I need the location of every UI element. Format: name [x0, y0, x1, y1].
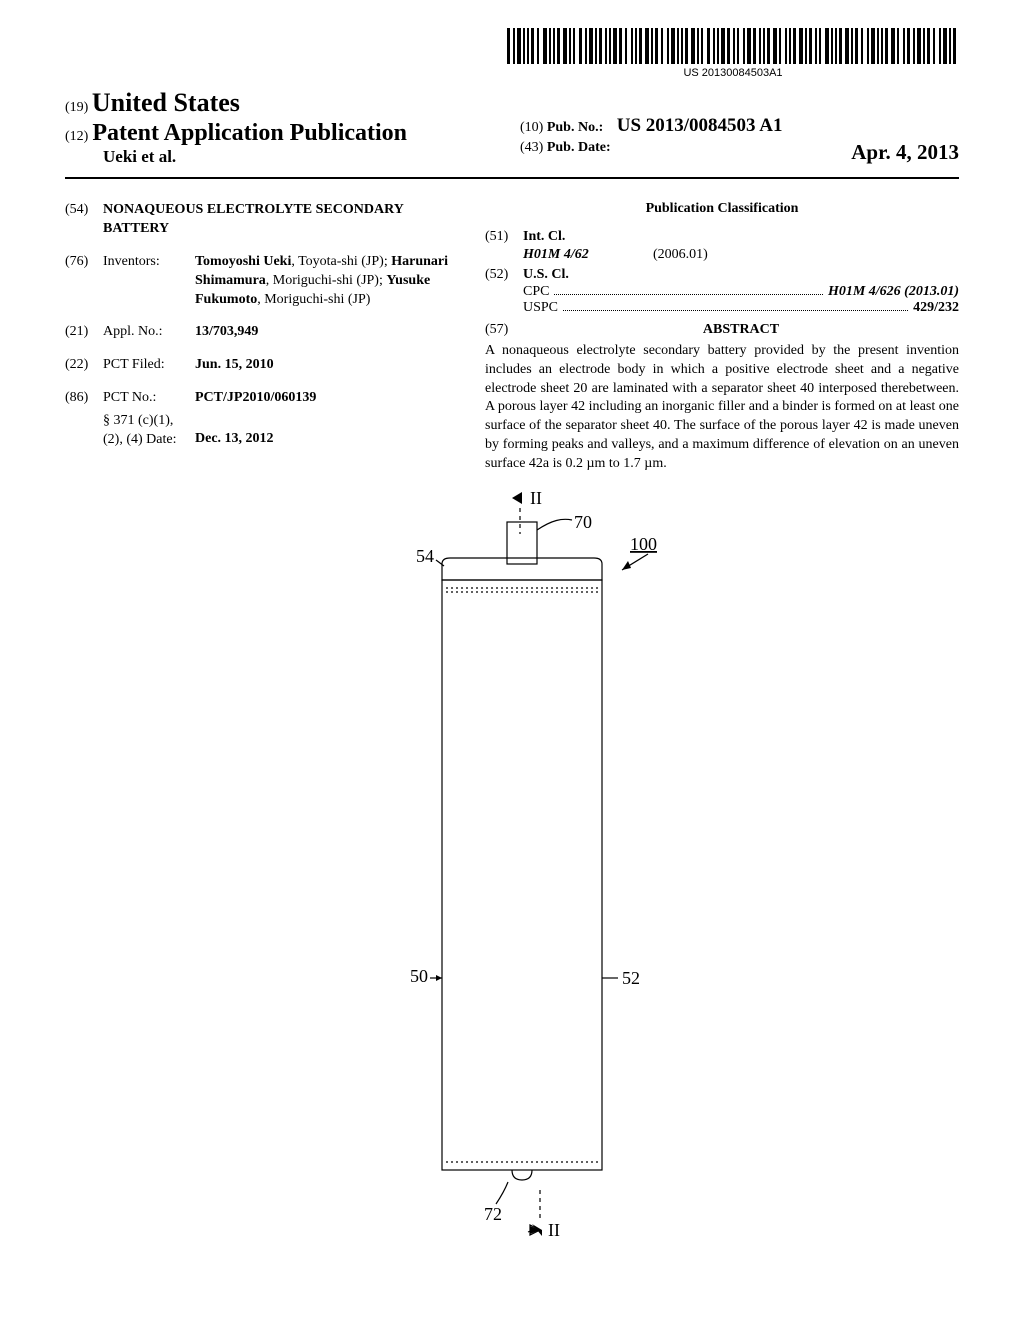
intcl-label: Int. Cl. [523, 227, 565, 247]
s371-value: Dec. 13, 2012 [195, 412, 465, 450]
ref-50: 50 [410, 966, 428, 986]
pct-value: PCT/JP2010/060139 [195, 389, 465, 408]
intcl-code: (51) [485, 227, 523, 247]
cpc-label: CPC [523, 284, 549, 300]
barcode-block: US 20130084503A1 [507, 28, 959, 79]
bibliographic-data: (54) NONAQUEOUS ELECTROLYTE SECONDARY BA… [65, 201, 959, 474]
uspc-line: USPC 429/232 [485, 300, 959, 316]
inventor-1: Tomoyoshi Ueki [195, 254, 291, 269]
ref-100: 100 [630, 534, 657, 554]
biblio-left-column: (54) NONAQUEOUS ELECTROLYTE SECONDARY BA… [65, 201, 465, 474]
appl-code: (21) [65, 323, 103, 342]
title-text: NONAQUEOUS ELECTROLYTE SECONDARY BATTERY [103, 201, 465, 239]
uscl-row: (52) U.S. Cl. [485, 265, 959, 285]
header-right: (10) Pub. No.: US 2013/0084503 A1 (43) P… [520, 115, 959, 165]
barcode-text: US 20130084503A1 [507, 67, 959, 79]
classification-heading: Publication Classification [485, 201, 959, 217]
barcode [507, 28, 959, 64]
intcl-symbol: H01M 4/62 [523, 247, 653, 263]
intcl-date: (2006.01) [653, 247, 708, 263]
ref-52: 52 [622, 968, 640, 988]
inventors-label: Inventors: [103, 253, 195, 310]
filed-label: PCT Filed: [103, 356, 195, 375]
country-code: (19) [65, 100, 88, 115]
pct-code: (86) [65, 389, 103, 408]
pub-date-value: Apr. 4, 2013 [851, 140, 959, 165]
pub-date-code: (43) [520, 140, 543, 155]
intcl-item: H01M 4/62 (2006.01) [485, 247, 959, 263]
pub-no-code: (10) [520, 120, 543, 135]
inventors-content: Tomoyoshi Ueki, Toyota-shi (JP); Harunar… [195, 253, 465, 310]
ref-II-top: II [530, 488, 542, 508]
ref-70: 70 [574, 512, 592, 532]
field-title: (54) NONAQUEOUS ELECTROLYTE SECONDARY BA… [65, 201, 465, 239]
ref-72: 72 [484, 1204, 502, 1224]
pub-date-label: Pub. Date: [547, 140, 611, 155]
abstract-text: A nonaqueous electrolyte secondary batte… [485, 342, 959, 474]
uspc-label: USPC [523, 300, 558, 316]
field-appl-no: (21) Appl. No.: 13/703,949 [65, 323, 465, 342]
filed-value: Jun. 15, 2010 [195, 356, 465, 375]
country-name: United States [92, 88, 240, 117]
appl-label: Appl. No.: [103, 323, 195, 342]
dots-icon [563, 309, 908, 311]
cpc-line: CPC H01M 4/626 (2013.01) [485, 284, 959, 300]
pct-label: PCT No.: [103, 389, 195, 408]
s371-label: § 371 (c)(1), [103, 413, 173, 428]
abstract-code: (57) [485, 320, 523, 340]
publication-type: Patent Application Publication [92, 120, 407, 146]
intcl-row: (51) Int. Cl. [485, 227, 959, 247]
filed-code: (22) [65, 356, 103, 375]
divider-top [65, 177, 959, 179]
biblio-right-column: Publication Classification (51) Int. Cl.… [465, 201, 959, 474]
s371-line2: (2), (4) Date: [103, 432, 176, 447]
field-pct-no: (86) PCT No.: PCT/JP2010/060139 [65, 389, 465, 408]
uspc-value: 429/232 [913, 300, 959, 316]
figure-area: II 70 100 54 [0, 480, 1024, 1265]
field-pct-filed: (22) PCT Filed: Jun. 15, 2010 [65, 356, 465, 375]
pub-no-value: US 2013/0084503 A1 [617, 115, 783, 136]
pub-no-label: Pub. No.: [547, 120, 603, 135]
field-s371: § 371 (c)(1), (2), (4) Date: Dec. 13, 20… [65, 412, 465, 450]
ref-II-bottom: II [548, 1220, 560, 1240]
kind-code: (12) [65, 129, 88, 144]
field-inventors: (76) Inventors: Tomoyoshi Ueki, Toyota-s… [65, 253, 465, 310]
title-code: (54) [65, 201, 103, 239]
uscl-code: (52) [485, 265, 523, 285]
inventors-code: (76) [65, 253, 103, 310]
uscl-label: U.S. Cl. [523, 265, 569, 285]
cpc-value: H01M 4/626 (2013.01) [828, 284, 959, 300]
battery-figure: II 70 100 54 [312, 480, 712, 1260]
patent-page: US 20130084503A1 (19) United States (12)… [0, 0, 1024, 1320]
abstract-heading: ABSTRACT [523, 320, 959, 340]
ref-54: 54 [416, 546, 434, 566]
abstract-code-row: (57) ABSTRACT [485, 320, 959, 340]
appl-value: 13/703,949 [195, 323, 465, 342]
dots-icon [554, 293, 822, 295]
